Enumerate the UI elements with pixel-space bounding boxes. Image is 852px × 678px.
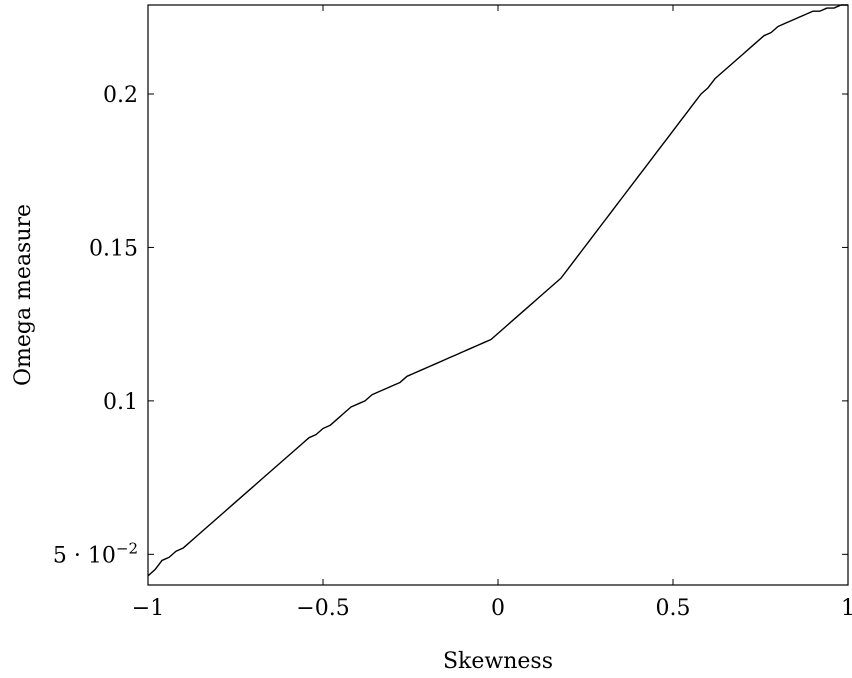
y-axis-label: Omega measure xyxy=(11,204,36,386)
x-tick-label: −1 xyxy=(132,596,164,621)
x-tick-label: 0.5 xyxy=(656,596,691,621)
plot-frame xyxy=(147,4,849,586)
series-line xyxy=(147,4,848,577)
x-tick-label: −0.5 xyxy=(296,596,349,621)
y-tick-label: 0.1 xyxy=(103,390,138,415)
y-tick-label: 0.2 xyxy=(103,83,138,108)
x-axis-label: Skewness xyxy=(443,649,553,674)
x-tick-label: 0 xyxy=(491,596,505,621)
y-tick-label-exponent: −2 xyxy=(116,539,138,557)
x-axis-ticks: −1 −0.5 0 0.5 1 xyxy=(132,5,852,621)
y-tick-label: 5 · 10−2 xyxy=(53,539,138,568)
x-tick-label: 1 xyxy=(841,596,852,621)
y-axis-ticks: 5 · 10−2 0.1 0.15 0.2 xyxy=(53,83,848,568)
y-tick-label-base: 5 · 10 xyxy=(53,543,116,568)
y-tick-label: 0.15 xyxy=(89,236,138,261)
